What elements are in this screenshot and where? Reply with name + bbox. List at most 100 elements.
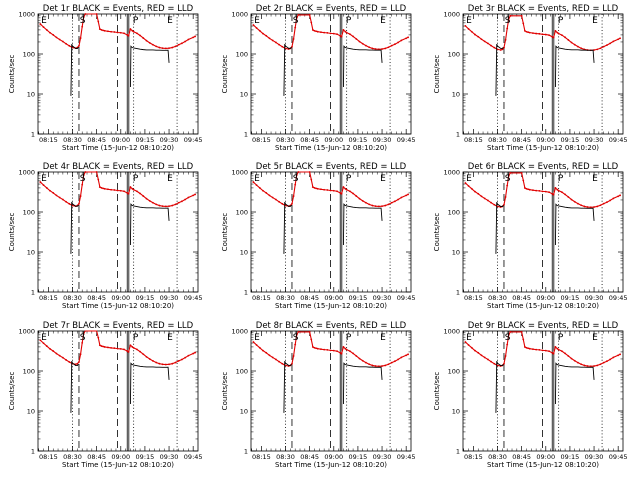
lld-point: [65, 359, 67, 361]
lld-point: [564, 193, 566, 196]
lld-point: [365, 44, 367, 47]
lld-point: [316, 347, 319, 350]
x-tick-label: 09:30: [160, 136, 179, 144]
lld-point: [602, 45, 605, 48]
lld-point: [593, 365, 595, 367]
lld-point: [381, 48, 383, 50]
lld-point: [102, 187, 104, 190]
lld-point: [100, 345, 103, 347]
lld-point: [68, 361, 71, 363]
chart-panel-5: Det 5r BLACK = Events, RED = LLD Counts/s…: [221, 162, 416, 310]
lld-point: [554, 187, 557, 189]
x-tick-label: 09:15: [349, 453, 368, 461]
marker-label-3: P: [558, 16, 564, 26]
lld-point: [278, 360, 280, 363]
x-tick-label: 08:45: [300, 294, 319, 302]
y-tick-label: 10: [452, 408, 460, 416]
marker-label-3: P: [133, 174, 139, 184]
lld-point: [116, 31, 119, 34]
y-tick-label: 1: [456, 448, 460, 456]
lld-point: [184, 356, 187, 359]
lld-point: [39, 181, 42, 183]
series-events-line: [495, 43, 504, 96]
x-axis-label: Start Time (15-Jun-12 08:10:20): [275, 144, 387, 152]
lld-point: [504, 355, 507, 357]
lld-point: [168, 47, 170, 50]
lld-point: [619, 194, 622, 197]
lld-point: [557, 32, 560, 35]
y-tick-label: 1: [456, 289, 460, 297]
lld-point: [381, 205, 383, 208]
lld-point: [556, 188, 559, 191]
lld-point: [504, 39, 507, 41]
lld-point: [292, 38, 295, 40]
marker-label-3: P: [346, 16, 352, 26]
lld-point: [390, 361, 393, 364]
marker-label-3: P: [558, 174, 564, 184]
series-events-line: [283, 43, 292, 96]
lld-point: [152, 360, 154, 362]
lld-point: [316, 187, 319, 190]
chart-panel-8: Det 8r BLACK = Events, RED = LLD Counts/s…: [221, 321, 416, 469]
lld-point: [467, 344, 470, 346]
lld-point: [313, 346, 316, 349]
lld-point: [520, 171, 523, 174]
x-tick-label: 08:30: [276, 453, 295, 461]
y-axis-label: Counts/sec: [433, 213, 441, 252]
lld-point: [336, 350, 338, 353]
lld-point: [135, 348, 138, 351]
x-tick-label: 09:15: [561, 294, 580, 302]
lld-point: [281, 202, 284, 205]
lld-point: [291, 202, 293, 205]
lld-point: [593, 49, 595, 51]
chart-title: Det 6r BLACK = Events, RED = LLD: [468, 162, 619, 172]
lld-point: [609, 199, 612, 202]
lld-point: [332, 32, 335, 35]
lld-point: [474, 190, 476, 193]
lld-point: [544, 349, 547, 352]
lld-point: [116, 189, 119, 192]
lld-point: [98, 344, 101, 347]
lld-point: [42, 184, 45, 187]
lld-point: [467, 185, 470, 187]
lld-point: [158, 362, 161, 365]
lld-point: [95, 171, 98, 173]
lld-point: [400, 196, 403, 199]
x-tick-label: 08:15: [39, 453, 58, 461]
plot-frame: [37, 13, 199, 135]
lld-point: [320, 188, 322, 191]
lld-point: [532, 348, 534, 351]
lld-point: [523, 187, 526, 189]
lld-point: [129, 344, 132, 347]
lld-point: [252, 341, 255, 343]
lld-point: [126, 192, 129, 194]
lld-point: [377, 365, 380, 368]
lld-point: [387, 46, 390, 49]
lld-point: [274, 41, 277, 44]
y-tick-label: 100: [23, 368, 35, 376]
lld-point: [294, 183, 297, 186]
x-tick-label: 09:30: [585, 294, 604, 302]
lld-point: [194, 35, 197, 38]
lld-point: [258, 346, 261, 349]
lld-point: [192, 352, 195, 355]
series-events-line: [507, 171, 510, 181]
lld-point: [171, 46, 174, 49]
x-tick-label: 09:15: [349, 294, 368, 302]
lld-point: [358, 40, 361, 43]
lld-point: [480, 354, 483, 357]
lld-point: [474, 33, 476, 36]
lld-point: [612, 356, 615, 359]
chart-panel-3: Det 3r BLACK = Events, RED = LLD Counts/s…: [433, 4, 628, 152]
lld-point: [340, 352, 343, 355]
x-tick-label: 08:30: [276, 136, 295, 144]
x-axis-label: Start Time (15-Jun-12 08:10:20): [487, 461, 599, 469]
x-tick-label: 08:30: [276, 294, 295, 302]
lld-point: [155, 203, 158, 206]
lld-point: [506, 184, 509, 187]
lld-point: [139, 34, 141, 37]
chart-panel-7: Det 7r BLACK = Events, RED = LLD Counts/s…: [8, 321, 203, 469]
lld-point: [355, 195, 358, 197]
marker-label-1: E: [254, 174, 260, 184]
lld-point: [323, 188, 326, 191]
